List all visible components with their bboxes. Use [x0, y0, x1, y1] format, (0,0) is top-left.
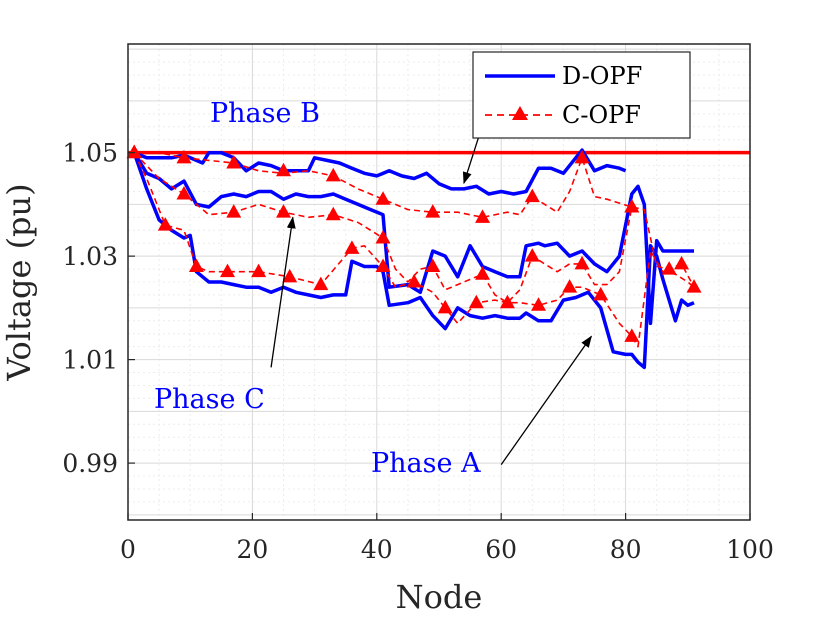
- y-tick-label: 1.05: [62, 139, 118, 168]
- c-opf-marker: [624, 328, 640, 342]
- x-tick-label: 60: [485, 535, 517, 564]
- c-opf-marker: [475, 266, 491, 280]
- c-opf-marker: [661, 261, 677, 275]
- legend: D-OPF C-OPF: [472, 51, 691, 139]
- c-opf-marker: [468, 294, 484, 309]
- c-opf-marker: [437, 299, 453, 314]
- annotation-arrow-3: [500, 335, 592, 466]
- c-opf-marker: [176, 149, 192, 164]
- c-opf-marker: [344, 240, 360, 254]
- legend-copf-marker: [512, 106, 528, 120]
- annotation-phase-b: Phase B: [210, 98, 320, 129]
- legend-box: [472, 51, 691, 139]
- c-opf-marker: [425, 204, 441, 218]
- c-opf-marker: [375, 230, 391, 244]
- c-opf-marker: [574, 255, 590, 270]
- c-opf-marker: [251, 263, 267, 278]
- annotation-arrow-1: [462, 134, 481, 185]
- c-opf-marker: [276, 162, 291, 177]
- plot-series: [126, 144, 750, 370]
- annotation-arrow-2: [270, 216, 296, 368]
- c-opf-marker: [126, 144, 142, 159]
- c-opf-marker: [325, 167, 341, 182]
- annotation-phase-a: Phase A: [371, 448, 481, 479]
- c-opf-marker: [562, 279, 578, 293]
- series-line-d-opf-phase-a: [132, 152, 695, 370]
- c-opf-marker: [375, 191, 391, 205]
- c-opf-marker: [593, 286, 609, 301]
- c-opf-marker: [176, 186, 192, 200]
- x-tick-label: 40: [361, 535, 393, 564]
- c-opf-marker: [406, 274, 422, 288]
- c-opf-marker: [574, 149, 590, 164]
- c-opf-marker: [624, 198, 640, 213]
- series-line-c-opf-phase-a: [133, 152, 695, 348]
- c-opf-marker: [524, 248, 540, 262]
- x-axis-label: Node: [396, 578, 483, 616]
- annotations: Phase B Phase C Phase A: [154, 98, 592, 479]
- c-opf-marker: [282, 268, 298, 283]
- legend-copf-label: C-OPF: [562, 101, 641, 129]
- c-opf-marker: [524, 188, 540, 203]
- y-tick-label: 1.03: [62, 242, 118, 271]
- c-opf-marker: [325, 206, 341, 221]
- y-tick-label: 1.01: [62, 346, 118, 375]
- y-axis-label: Voltage (pu): [0, 183, 38, 381]
- tick-labels: 0 20 40 60 80 100 0.99 1.01 1.03 1.05: [62, 139, 774, 564]
- x-tick-label: 80: [610, 535, 642, 564]
- c-opf-marker: [313, 276, 329, 291]
- c-opf-marker: [425, 258, 441, 272]
- c-opf-marker: [686, 279, 702, 293]
- c-opf-marker: [531, 297, 547, 311]
- x-tick-label: 0: [120, 535, 136, 564]
- x-tick-label: 20: [236, 535, 268, 564]
- c-opf-marker: [475, 209, 491, 223]
- plot-frame: [127, 43, 751, 521]
- series-line-d-opf-phase-b: [133, 148, 627, 196]
- c-opf-marker: [499, 294, 515, 309]
- c-opf-marker: [674, 255, 690, 270]
- legend-dopf-label: D-OPF: [562, 62, 642, 90]
- y-tick-label: 0.99: [62, 449, 118, 478]
- c-opf-marker: [375, 258, 391, 272]
- c-opf-marker: [226, 204, 242, 218]
- c-opf-marker: [226, 155, 242, 169]
- c-opf-marker: [220, 263, 236, 278]
- annotation-phase-c: Phase C: [154, 384, 265, 415]
- c-opf-marker: [157, 217, 173, 231]
- series-line-c-opf-phase-c: [133, 152, 695, 304]
- c-opf-marker: [188, 258, 204, 272]
- c-opf-marker: [276, 204, 291, 218]
- x-tick-label: 100: [726, 535, 774, 564]
- axes: [127, 43, 751, 521]
